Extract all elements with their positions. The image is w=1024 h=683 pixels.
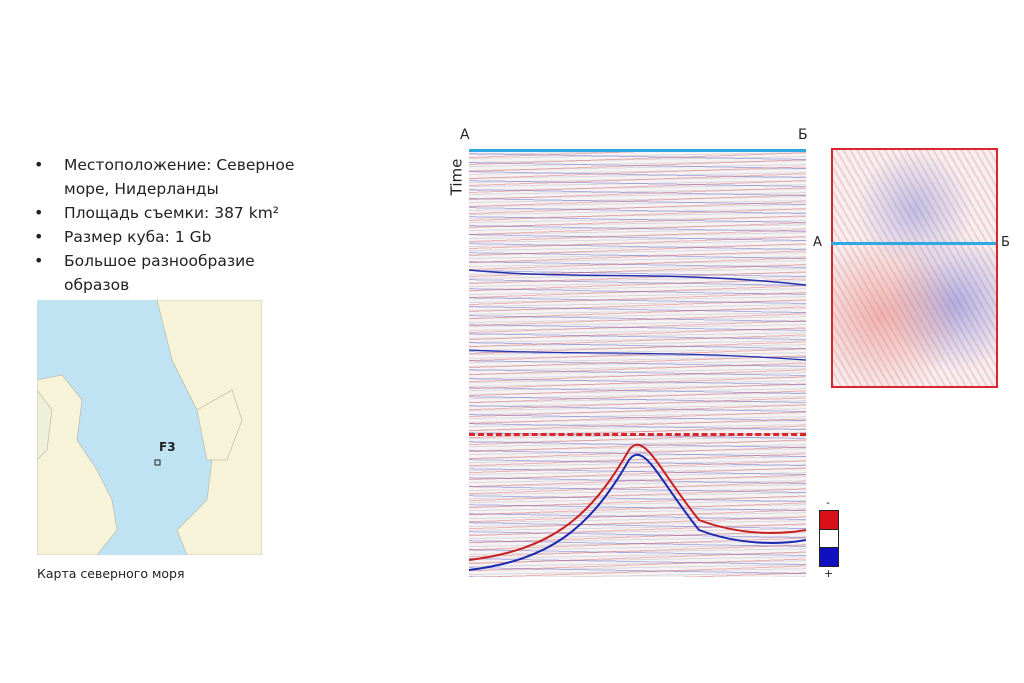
bullet-item: Размер куба: 1 Gb xyxy=(32,225,322,249)
map-label: F3 xyxy=(159,440,176,454)
colorbar-min-label: - xyxy=(826,496,830,509)
bullet-item: Площадь съемки: 387 km² xyxy=(32,201,322,225)
time-slice-marker xyxy=(469,433,806,436)
colorbar-negative xyxy=(820,511,838,529)
bullet-item: Местоположение: Северное море, Нидерланд… xyxy=(32,153,322,201)
north-sea-map: F3 xyxy=(37,300,262,555)
colorbar-positive xyxy=(820,548,838,567)
map-caption: Карта северного моря xyxy=(37,566,185,581)
seismic-section xyxy=(469,150,806,577)
time-axis-label: Time xyxy=(447,158,466,196)
time-slice-inset xyxy=(831,148,998,388)
seismic-anticline-icon xyxy=(469,269,806,571)
map-land-icon xyxy=(37,300,262,555)
seismic-right-label: Б xyxy=(798,127,808,143)
seismic-left-label: А xyxy=(460,127,470,143)
colorbar-zero xyxy=(820,528,838,549)
inset-left-label: А xyxy=(813,235,822,250)
section-line-ab xyxy=(469,149,806,152)
inset-right-label: Б xyxy=(1001,235,1010,250)
bullet-item: Большое разнообразие образов xyxy=(32,249,322,297)
colorbar-max-label: + xyxy=(824,567,834,580)
inset-section-line xyxy=(831,242,996,245)
bullet-list: Местоположение: Северное море, Нидерланд… xyxy=(32,153,322,297)
colorbar xyxy=(819,510,839,567)
